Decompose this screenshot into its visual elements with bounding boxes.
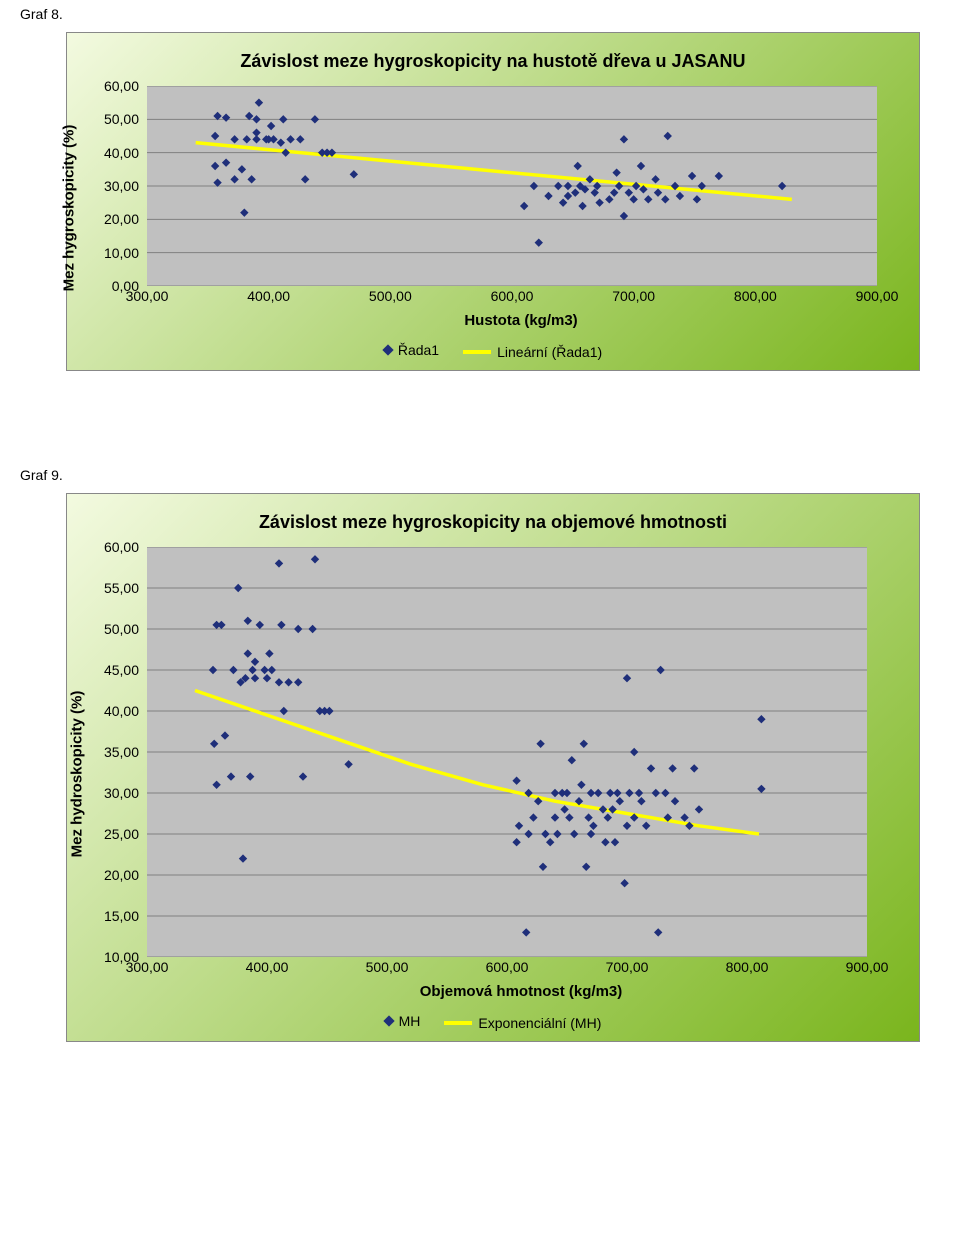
legend-label: MH [399, 1013, 421, 1029]
chart-2-ylabel: Mez hydroskopicity (%) [69, 690, 86, 857]
chart-1-title: Závislost meze hygroskopicity na hustotě… [91, 51, 895, 72]
chart-2-xlabel: Objemová hmotnost (kg/m3) [147, 983, 895, 1000]
xtick-label: 600,00 [486, 959, 529, 975]
legend-label: Řada1 [398, 342, 439, 358]
legend-label: Exponenciální (MH) [478, 1015, 601, 1031]
chart-2-title: Závislost meze hygroskopicity na objemov… [91, 512, 895, 533]
ytick-label: 20,00 [104, 867, 139, 883]
ytick-label: 20,00 [104, 211, 139, 227]
legend-line-icon [463, 350, 491, 354]
xtick-label: 900,00 [856, 288, 899, 304]
chart-2-xticks: 300,00400,00500,00600,00700,00800,00900,… [147, 959, 867, 977]
ytick-label: 45,00 [104, 662, 139, 678]
ytick-label: 25,00 [104, 826, 139, 842]
chart-1-plot [147, 86, 877, 286]
chart-1-xlabel: Hustota (kg/m3) [147, 312, 895, 329]
xtick-label: 800,00 [734, 288, 777, 304]
ytick-label: 10,00 [104, 245, 139, 261]
legend-item: MH [385, 1013, 421, 1029]
xtick-label: 500,00 [369, 288, 412, 304]
legend-label: Lineární (Řada1) [497, 344, 602, 360]
chart-1-yticks: 0,0010,0020,0030,0040,0050,0060,00 [91, 86, 143, 286]
chart-1-ylabel: Mez hygroskopicity (%) [61, 124, 78, 291]
caption-graf-8: Graf 8. [0, 0, 960, 32]
ytick-label: 60,00 [104, 539, 139, 555]
chart-1-container: Závislost meze hygroskopicity na hustotě… [66, 32, 920, 371]
xtick-label: 800,00 [726, 959, 769, 975]
chart-2-legend: MH Exponenciální (MH) [91, 1012, 895, 1031]
chart-2-yticks: 10,0015,0020,0025,0030,0035,0040,0045,00… [91, 547, 143, 957]
ytick-label: 15,00 [104, 908, 139, 924]
xtick-label: 400,00 [247, 288, 290, 304]
legend-line-icon [444, 1021, 472, 1025]
chart-2-container: Závislost meze hygroskopicity na objemov… [66, 493, 920, 1042]
ytick-label: 30,00 [104, 785, 139, 801]
ytick-label: 30,00 [104, 178, 139, 194]
xtick-label: 400,00 [246, 959, 289, 975]
legend-marker-icon [383, 1015, 394, 1026]
chart-1-legend: Řada1 Lineární (Řada1) [91, 341, 895, 360]
xtick-label: 500,00 [366, 959, 409, 975]
caption-graf-9: Graf 9. [0, 461, 960, 493]
ytick-label: 60,00 [104, 78, 139, 94]
ytick-label: 35,00 [104, 744, 139, 760]
xtick-label: 700,00 [606, 959, 649, 975]
xtick-label: 300,00 [126, 288, 169, 304]
ytick-label: 55,00 [104, 580, 139, 596]
chart-1-xticks: 300,00400,00500,00600,00700,00800,00900,… [147, 288, 877, 306]
ytick-label: 40,00 [104, 145, 139, 161]
legend-marker-icon [382, 344, 393, 355]
xtick-label: 600,00 [491, 288, 534, 304]
legend-item: Exponenciální (MH) [444, 1015, 601, 1031]
ytick-label: 40,00 [104, 703, 139, 719]
chart-2-plot [147, 547, 867, 957]
ytick-label: 50,00 [104, 621, 139, 637]
ytick-label: 50,00 [104, 111, 139, 127]
xtick-label: 900,00 [846, 959, 889, 975]
legend-item: Lineární (Řada1) [463, 344, 602, 360]
xtick-label: 300,00 [126, 959, 169, 975]
legend-item: Řada1 [384, 342, 439, 358]
xtick-label: 700,00 [612, 288, 655, 304]
